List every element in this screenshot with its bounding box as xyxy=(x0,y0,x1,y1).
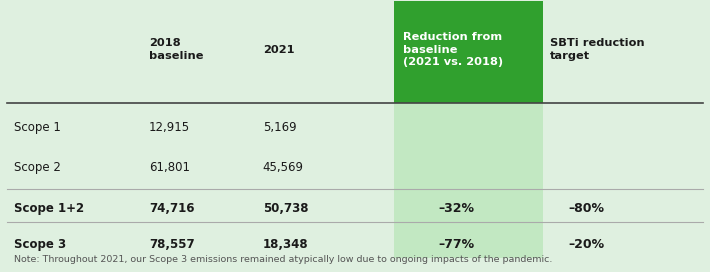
Text: 18,348: 18,348 xyxy=(263,238,308,251)
Text: 2021: 2021 xyxy=(263,45,294,55)
Bar xyxy=(394,1,543,103)
Text: 45,569: 45,569 xyxy=(263,161,304,174)
Text: Scope 1: Scope 1 xyxy=(14,121,61,134)
Bar xyxy=(394,103,543,258)
Text: 74,716: 74,716 xyxy=(149,202,195,215)
Text: Scope 1+2: Scope 1+2 xyxy=(14,202,84,215)
Text: –77%: –77% xyxy=(439,238,475,251)
Text: 2018
baseline: 2018 baseline xyxy=(149,38,204,61)
Text: 5,169: 5,169 xyxy=(263,121,296,134)
Text: Note: Throughout 2021, our Scope 3 emissions remained atypically low due to ongo: Note: Throughout 2021, our Scope 3 emiss… xyxy=(14,255,552,264)
Text: 12,915: 12,915 xyxy=(149,121,190,134)
Text: 61,801: 61,801 xyxy=(149,161,190,174)
Text: Scope 2: Scope 2 xyxy=(14,161,61,174)
Text: 78,557: 78,557 xyxy=(149,238,195,251)
Text: Reduction from
baseline
(2021 vs. 2018): Reduction from baseline (2021 vs. 2018) xyxy=(403,32,503,67)
Text: –20%: –20% xyxy=(568,238,604,251)
Text: Scope 3: Scope 3 xyxy=(14,238,66,251)
Text: SBTi reduction
target: SBTi reduction target xyxy=(550,38,645,61)
Text: –32%: –32% xyxy=(439,202,475,215)
Text: –80%: –80% xyxy=(568,202,604,215)
Text: 50,738: 50,738 xyxy=(263,202,308,215)
